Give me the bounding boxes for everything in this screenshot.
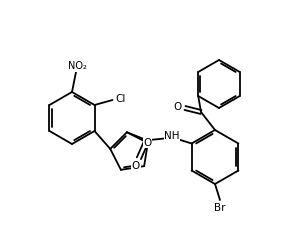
- Text: O: O: [174, 102, 182, 112]
- Text: NO₂: NO₂: [68, 61, 86, 71]
- Text: Cl: Cl: [115, 94, 126, 104]
- Text: O: O: [144, 138, 152, 148]
- Text: O: O: [132, 161, 140, 171]
- Text: NH: NH: [164, 131, 180, 141]
- Text: Br: Br: [214, 203, 226, 213]
